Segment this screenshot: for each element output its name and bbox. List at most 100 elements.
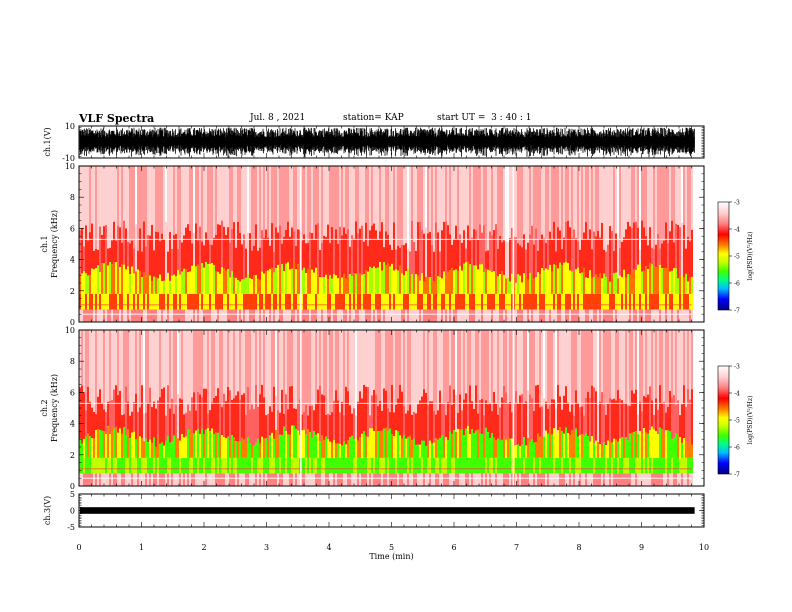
- ch1-spectrogram-low-column: [661, 293, 663, 310]
- ch2-spectrogram-low-column: [657, 457, 659, 474]
- ch2-spectrogram-band-column: [141, 438, 143, 458]
- ch1-spectrogram-mid-column: [151, 224, 153, 282]
- ch2-spectrogram-base-column: [669, 473, 671, 486]
- ch1-spectrogram-upper-column: [459, 166, 461, 235]
- ch2-spectrogram-low-column: [345, 457, 347, 474]
- ch1-spectrogram-band-column: [417, 275, 419, 294]
- ch1-spectrogram-low-column: [371, 293, 373, 310]
- ch2-spectrogram-band-column: [465, 428, 467, 458]
- ch1-spectrogram-band-column: [659, 264, 661, 294]
- ch1-spectrogram-band-column: [375, 268, 377, 294]
- ch2-spectrogram-base-column: [177, 473, 179, 486]
- ch1-spectrogram-low-column: [685, 293, 687, 310]
- ch1-spectrogram-band-column: [317, 275, 319, 294]
- ch1-spectrogram-band-column: [367, 271, 369, 294]
- ch1-spectrogram-upper-column: [83, 166, 85, 247]
- ch1-spectrogram-low-column: [669, 293, 671, 310]
- ch2-spectrogram-upper-column: [385, 330, 387, 391]
- ch2-spectrogram-band-column: [577, 436, 579, 458]
- ch2-spectrogram-band-column: [287, 434, 289, 458]
- ch1-spectrogram-base-column: [475, 309, 477, 322]
- ch2-spectrogram-upper-column: [607, 330, 609, 404]
- ch1-spectrogram-low-column: [403, 293, 405, 310]
- ch2-spectrogram-upper-column: [315, 330, 317, 405]
- ch2-spectrogram-low-column: [283, 457, 285, 474]
- ch2-spectrogram-mid-column: [507, 403, 509, 438]
- ch2-spectrogram-base-column: [211, 473, 213, 486]
- ch2-spectrogram-upper-column: [169, 330, 171, 409]
- ch2-spectrogram-upper-column: [227, 330, 229, 387]
- ch1-spectrogram-base-column: [403, 309, 405, 322]
- ch1-spectrogram-low-column: [209, 293, 211, 310]
- ch1-spectrogram-upper-column: [177, 166, 179, 249]
- ch2-spectrogram-upper-column: [401, 330, 403, 392]
- ch2-spectrogram-low-column: [109, 457, 111, 474]
- ch2-spectrogram-band-column: [185, 436, 187, 458]
- ch2-spectrogram-upper-column: [611, 330, 613, 400]
- ch2-spectrogram-base-column: [83, 473, 85, 486]
- ch1-spectrogram-low-column: [615, 293, 617, 310]
- ch2-spectrogram-low-column: [269, 457, 271, 474]
- ch1-spectrogram-base-column: [395, 309, 397, 322]
- ch2-spectrogram-base-column: [479, 473, 481, 486]
- ch2-spectrogram-band-column: [363, 431, 365, 458]
- ch1-spectrogram-upper-column: [493, 166, 495, 231]
- ch2-spectrogram-base-column: [147, 473, 149, 486]
- ch1-spectrogram-band-column: [571, 271, 573, 294]
- ch1-spectrogram-upper-column: [403, 166, 405, 246]
- ch2-spectrogram-upper-column: [287, 330, 289, 410]
- ch1-spectrogram-base-column: [241, 309, 243, 322]
- ch2-spectrogram-mid-column: [605, 414, 607, 446]
- ch2-spectrogram-low-column: [211, 457, 213, 474]
- ch2-spectrogram-upper-column: [279, 330, 281, 413]
- ch1-spectrogram-mid-column: [545, 242, 547, 269]
- ch2-spectrogram-low-column: [675, 457, 677, 474]
- ch2-spectrogram-band-column: [123, 426, 125, 458]
- ch2-spectrogram-base-column: [259, 473, 261, 486]
- ch1-spectrogram-low-column: [347, 293, 349, 310]
- ch2-spectrogram-low-column: [571, 457, 573, 474]
- ch2-spectrogram-upper-column: [441, 330, 443, 405]
- ch2-spectrogram-mid-column: [297, 403, 299, 431]
- ch1-spectrogram-upper-column: [97, 166, 99, 250]
- ch2-spectrogram-band-column: [653, 429, 655, 458]
- ch2-spectrogram-mid-column: [647, 394, 649, 434]
- ch3-waveform-y-tick-label: 0: [70, 507, 75, 516]
- ch1-spectrogram-band-column: [159, 274, 161, 294]
- ch1-spectrogram-base-column: [113, 309, 115, 322]
- ch2-spectrogram-low-column: [567, 457, 569, 474]
- ch2-spectrogram-mid-column: [415, 413, 417, 445]
- ch2-spectrogram-low-column: [249, 457, 251, 474]
- ch1-spectrogram-base-column: [501, 309, 503, 322]
- ch1-spectrogram-base-column: [517, 309, 519, 322]
- ch1-spectrogram-base-column: [451, 309, 453, 322]
- ch1-spectrogram-low-column: [175, 293, 177, 310]
- ch2-spectrogram-mid-column: [329, 414, 331, 442]
- ch3-waveform-y-tick-label: 5: [70, 490, 75, 499]
- ch2-spectrogram-base-column: [305, 473, 307, 486]
- ch2-spectrogram-upper-column: [351, 330, 353, 414]
- ch1-spectrogram-mid-column: [583, 232, 585, 268]
- ch2-spectrogram-upper-column: [517, 330, 519, 404]
- ch1-spectrogram-low-column: [117, 293, 119, 310]
- ch1-spectrogram-upper-column: [599, 166, 601, 238]
- ch1-spectrogram-upper-column: [511, 166, 513, 229]
- ch1-spectrogram-base-column: [679, 309, 681, 322]
- ch2-spectrogram-upper-column: [307, 330, 309, 416]
- ch2-spectrogram-band-column: [675, 433, 677, 458]
- ch2-spectrogram-mid-column: [217, 388, 219, 433]
- ch1-spectrogram-band-column: [383, 262, 385, 294]
- x-tick-label: 4: [326, 543, 331, 552]
- ch2-spectrogram-mid-column: [271, 411, 273, 433]
- ch2-spectrogram-band-column: [411, 440, 413, 458]
- ch1-spectrogram-band-column: [621, 277, 623, 294]
- ch1-spectrogram-band-column: [575, 269, 577, 294]
- ch1-spectrogram-band-column: [273, 272, 275, 294]
- ch2-spectrogram-base-column: [431, 473, 433, 486]
- ch1-spectrogram-base-column: [531, 309, 533, 322]
- ch2-spectrogram-band-column: [543, 436, 545, 458]
- ch2-spectrogram-low-column: [561, 457, 563, 474]
- ch2-spectrogram-base-column: [589, 473, 591, 486]
- ch2-spectrogram-low-column: [155, 457, 157, 474]
- ch1-spectrogram-base-column: [269, 309, 271, 322]
